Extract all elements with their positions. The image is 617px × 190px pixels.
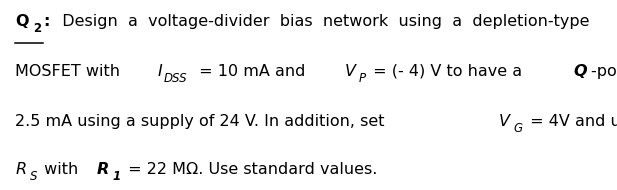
Text: S: S — [30, 170, 37, 183]
Text: R: R — [97, 162, 109, 177]
Text: -point at: -point at — [591, 64, 617, 79]
Text: V: V — [499, 114, 510, 129]
Text: = 22 MΩ. Use standard values.: = 22 MΩ. Use standard values. — [123, 162, 378, 177]
Text: Q: Q — [15, 14, 29, 29]
Text: V: V — [344, 64, 355, 79]
Text: I: I — [157, 64, 162, 79]
Text: G: G — [513, 122, 522, 135]
Text: with: with — [39, 162, 84, 177]
Text: Q: Q — [573, 64, 587, 79]
Text: MOSFET with: MOSFET with — [15, 64, 125, 79]
Text: 2.5 mA using a supply of 24 V. In addition, set: 2.5 mA using a supply of 24 V. In additi… — [15, 114, 390, 129]
Text: 1: 1 — [113, 170, 121, 183]
Text: = 4V and use: = 4V and use — [525, 114, 617, 129]
Text: = (- 4) V to have a: = (- 4) V to have a — [368, 64, 527, 79]
Text: 2: 2 — [33, 22, 41, 35]
Text: Design  a  voltage-divider  bias  network  using  a  depletion-type: Design a voltage-divider bias network us… — [52, 14, 589, 29]
Text: P: P — [358, 72, 366, 85]
Text: :: : — [43, 14, 50, 29]
Text: R: R — [15, 162, 27, 177]
Text: DSS: DSS — [164, 72, 188, 85]
Text: = 10 mA and: = 10 mA and — [194, 64, 310, 79]
